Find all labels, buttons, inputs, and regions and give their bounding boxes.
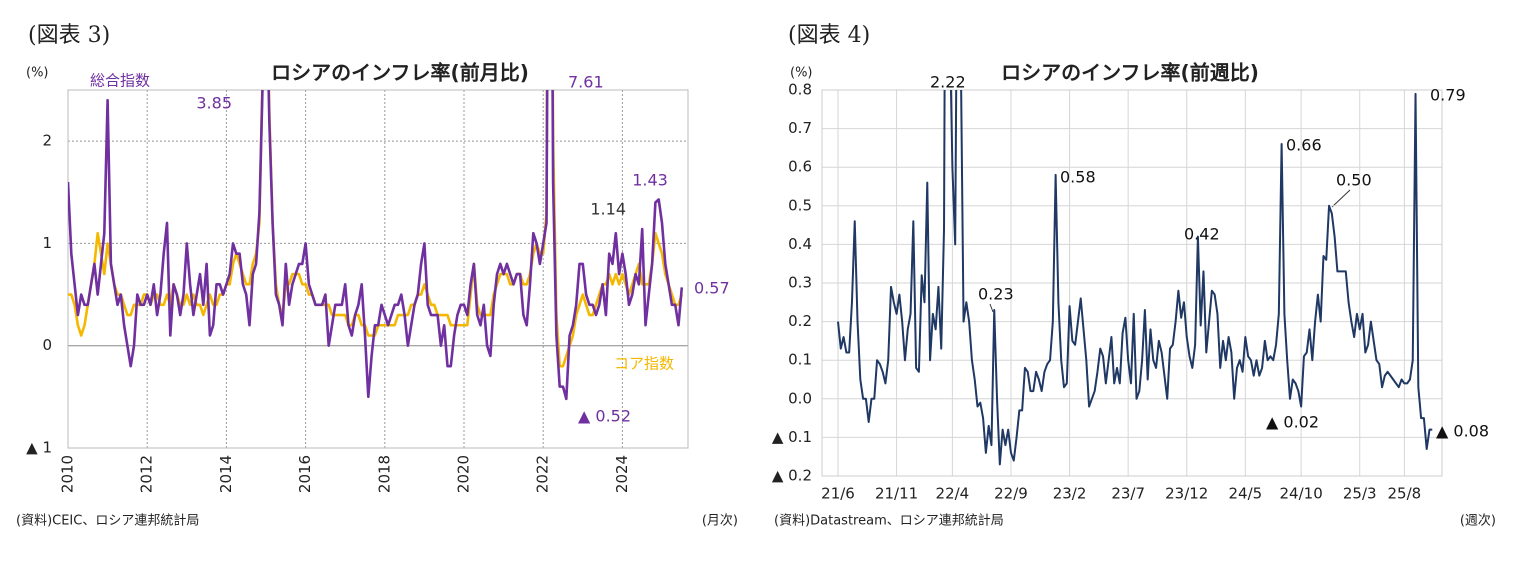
y-tick-label: 0.8	[788, 81, 812, 99]
x-tick-label: 24/5	[1228, 485, 1262, 503]
plot-border	[67, 89, 689, 449]
x-tick-label: 2016	[296, 455, 314, 493]
x-tick-label: 23/12	[1165, 485, 1208, 503]
chart-title: ロシアのインフレ率(前週比)	[1001, 61, 1259, 85]
y-tick-label: 1	[42, 234, 52, 252]
source: (資料)CEIC、ロシア連邦統計局	[16, 513, 199, 529]
y-tick-label: 2	[42, 132, 52, 150]
x-tick-label: 22/4	[936, 485, 970, 503]
y-unit: (%)	[790, 66, 813, 81]
x-tick-label: 23/2	[1053, 485, 1087, 503]
annotation: 2.22	[930, 73, 966, 92]
annotation: ▲ 0.02	[1266, 413, 1319, 432]
series-label: 総合指数	[90, 72, 150, 90]
figure-label: (図表 4)	[788, 23, 870, 48]
source: (資料)Datastream、ロシア連邦統計局	[774, 513, 1004, 529]
figure-label: (図表 3)	[28, 23, 110, 48]
y-tick-label: 0	[42, 336, 52, 354]
x-tick-label: 21/11	[875, 485, 918, 503]
series-label: コア指数	[614, 355, 674, 373]
series-line	[837, 90, 1433, 466]
annotation: 0.79	[1430, 86, 1466, 105]
x-tick-label: 22/9	[994, 485, 1028, 503]
y-tick-label: 0.1	[788, 351, 812, 369]
annotation: 0.66	[1286, 136, 1322, 155]
plot-area	[837, 90, 1433, 466]
y-tick-label: 0.4	[788, 235, 812, 253]
series-line	[68, 90, 684, 401]
x-tick-label: 23/7	[1111, 485, 1145, 503]
x-tick-label: 21/6	[821, 485, 855, 503]
annotation: 0.23	[978, 285, 1014, 304]
leader-line	[989, 303, 994, 313]
x-tick-label: 2018	[375, 455, 393, 493]
x-tick-label: 25/3	[1343, 485, 1377, 503]
annotation: ▲ 0.52	[578, 407, 631, 426]
annotation: 1.43	[632, 171, 668, 190]
x-tick-label: 25/8	[1388, 485, 1422, 503]
x-tick-label: 2010	[59, 455, 77, 493]
y-tick-label: 0.3	[788, 274, 812, 292]
annotation: 7.61	[568, 73, 604, 92]
y-unit: (%)	[26, 66, 49, 81]
series-line	[68, 90, 684, 368]
plot-area	[68, 90, 684, 401]
y-tick-label: 0.2	[788, 312, 812, 330]
y-tick-label: 0.7	[788, 119, 812, 137]
y-tick-label: ▲ 0.2	[772, 467, 812, 485]
x-tick-label: 2012	[138, 455, 156, 493]
x-tick-label: 2020	[455, 455, 473, 493]
x-tick-label: 2022	[534, 455, 552, 493]
y-tick-label: ▲ 0.1	[772, 428, 812, 446]
x-tick-label: 2024	[613, 455, 631, 493]
x-unit: (週次)	[1460, 513, 1496, 529]
y-tick-label: 0.0	[788, 389, 812, 407]
y-tick-label: 0.6	[788, 158, 812, 176]
x-unit: (月次)	[702, 513, 738, 529]
annotation: ▲ 0.08	[1436, 422, 1489, 441]
annotation: 1.14	[590, 200, 626, 219]
annotation: 3.85	[196, 94, 232, 113]
chart-title: ロシアのインフレ率(前月比)	[271, 61, 529, 85]
y-tick-label: 0.5	[788, 196, 812, 214]
x-tick-label: 2014	[217, 455, 235, 493]
annotation: 0.50	[1336, 171, 1372, 190]
plot-border	[821, 89, 1443, 477]
x-tick-label: 24/10	[1280, 485, 1323, 503]
annotation: 0.42	[1184, 225, 1220, 244]
y-tick-label: ▲ 1	[26, 439, 52, 457]
annotation: 0.57	[694, 279, 730, 298]
leader-line	[1331, 189, 1351, 208]
annotation: 0.58	[1060, 168, 1096, 187]
